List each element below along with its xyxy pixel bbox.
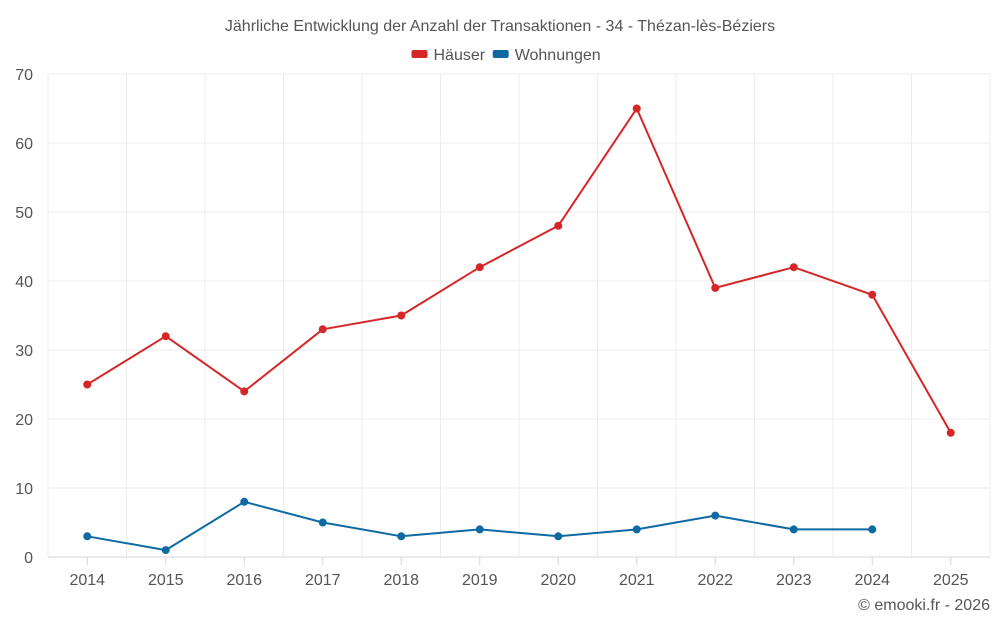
data-point-haeuser[interactable] [83,380,92,389]
data-point-wohnungen[interactable] [632,525,641,534]
data-point-haeuser[interactable] [161,332,170,341]
y-tick-label: 30 [15,343,33,360]
series-group [83,104,955,555]
x-tick-label: 2016 [226,572,262,589]
y-tick-label: 50 [15,205,33,222]
data-point-wohnungen[interactable] [318,518,327,527]
data-point-haeuser[interactable] [240,387,249,396]
legend-label-haeuser[interactable]: Häuser [434,47,486,64]
x-tick-label: 2023 [776,572,812,589]
legend-swatch-wohnungen [492,50,509,58]
data-point-haeuser[interactable] [632,104,641,113]
x-tick-label: 2017 [305,572,341,589]
data-point-haeuser[interactable] [946,428,955,437]
credit-text: © emooki.fr - 2026 [858,597,990,614]
data-point-haeuser[interactable] [711,283,720,292]
data-point-haeuser[interactable] [397,311,406,320]
x-tick-label: 2019 [462,572,498,589]
y-tick-label: 40 [15,274,33,291]
y-tick-label: 10 [15,481,33,498]
legend: Häuser Wohnungen [411,47,601,64]
data-point-wohnungen[interactable] [161,546,170,555]
y-tick-label: 20 [15,412,33,429]
legend-swatch-haeuser [411,50,428,58]
data-point-wohnungen[interactable] [554,532,563,541]
data-point-haeuser[interactable] [318,325,327,334]
x-tick-label: 2022 [697,572,733,589]
data-point-haeuser[interactable] [475,263,484,272]
x-tick-label: 2018 [383,572,419,589]
data-point-wohnungen[interactable] [711,511,720,520]
chart-title: Jährliche Entwicklung der Anzahl der Tra… [225,18,775,35]
data-point-wohnungen[interactable] [868,525,877,534]
x-tick-label: 2014 [69,572,105,589]
legend-label-wohnungen[interactable]: Wohnungen [515,47,601,64]
data-point-wohnungen[interactable] [397,532,406,541]
y-axis-ticks: 0 10 20 30 40 50 60 70 [15,67,33,567]
x-tick-label: 2025 [933,572,969,589]
x-tick-label: 2015 [148,572,184,589]
x-tick-label: 2020 [540,572,576,589]
data-point-wohnungen[interactable] [83,532,92,541]
x-tick-label: 2021 [619,572,655,589]
y-tick-label: 60 [15,136,33,153]
x-axis-ticks: 2014 2015 2016 2017 2018 2019 2020 2021 2022 2023… [69,557,969,589]
data-point-haeuser[interactable] [789,263,798,272]
data-point-wohnungen[interactable] [240,497,249,506]
data-point-haeuser[interactable] [554,221,563,230]
data-point-wohnungen[interactable] [475,525,484,534]
y-tick-label: 70 [15,67,33,84]
x-gridlines [47,74,991,557]
x-tick-label: 2024 [854,572,890,589]
data-point-haeuser[interactable] [868,290,877,299]
series-line-haeuser [86,107,952,434]
y-tick-label: 0 [24,550,33,567]
data-point-wohnungen[interactable] [789,525,798,534]
